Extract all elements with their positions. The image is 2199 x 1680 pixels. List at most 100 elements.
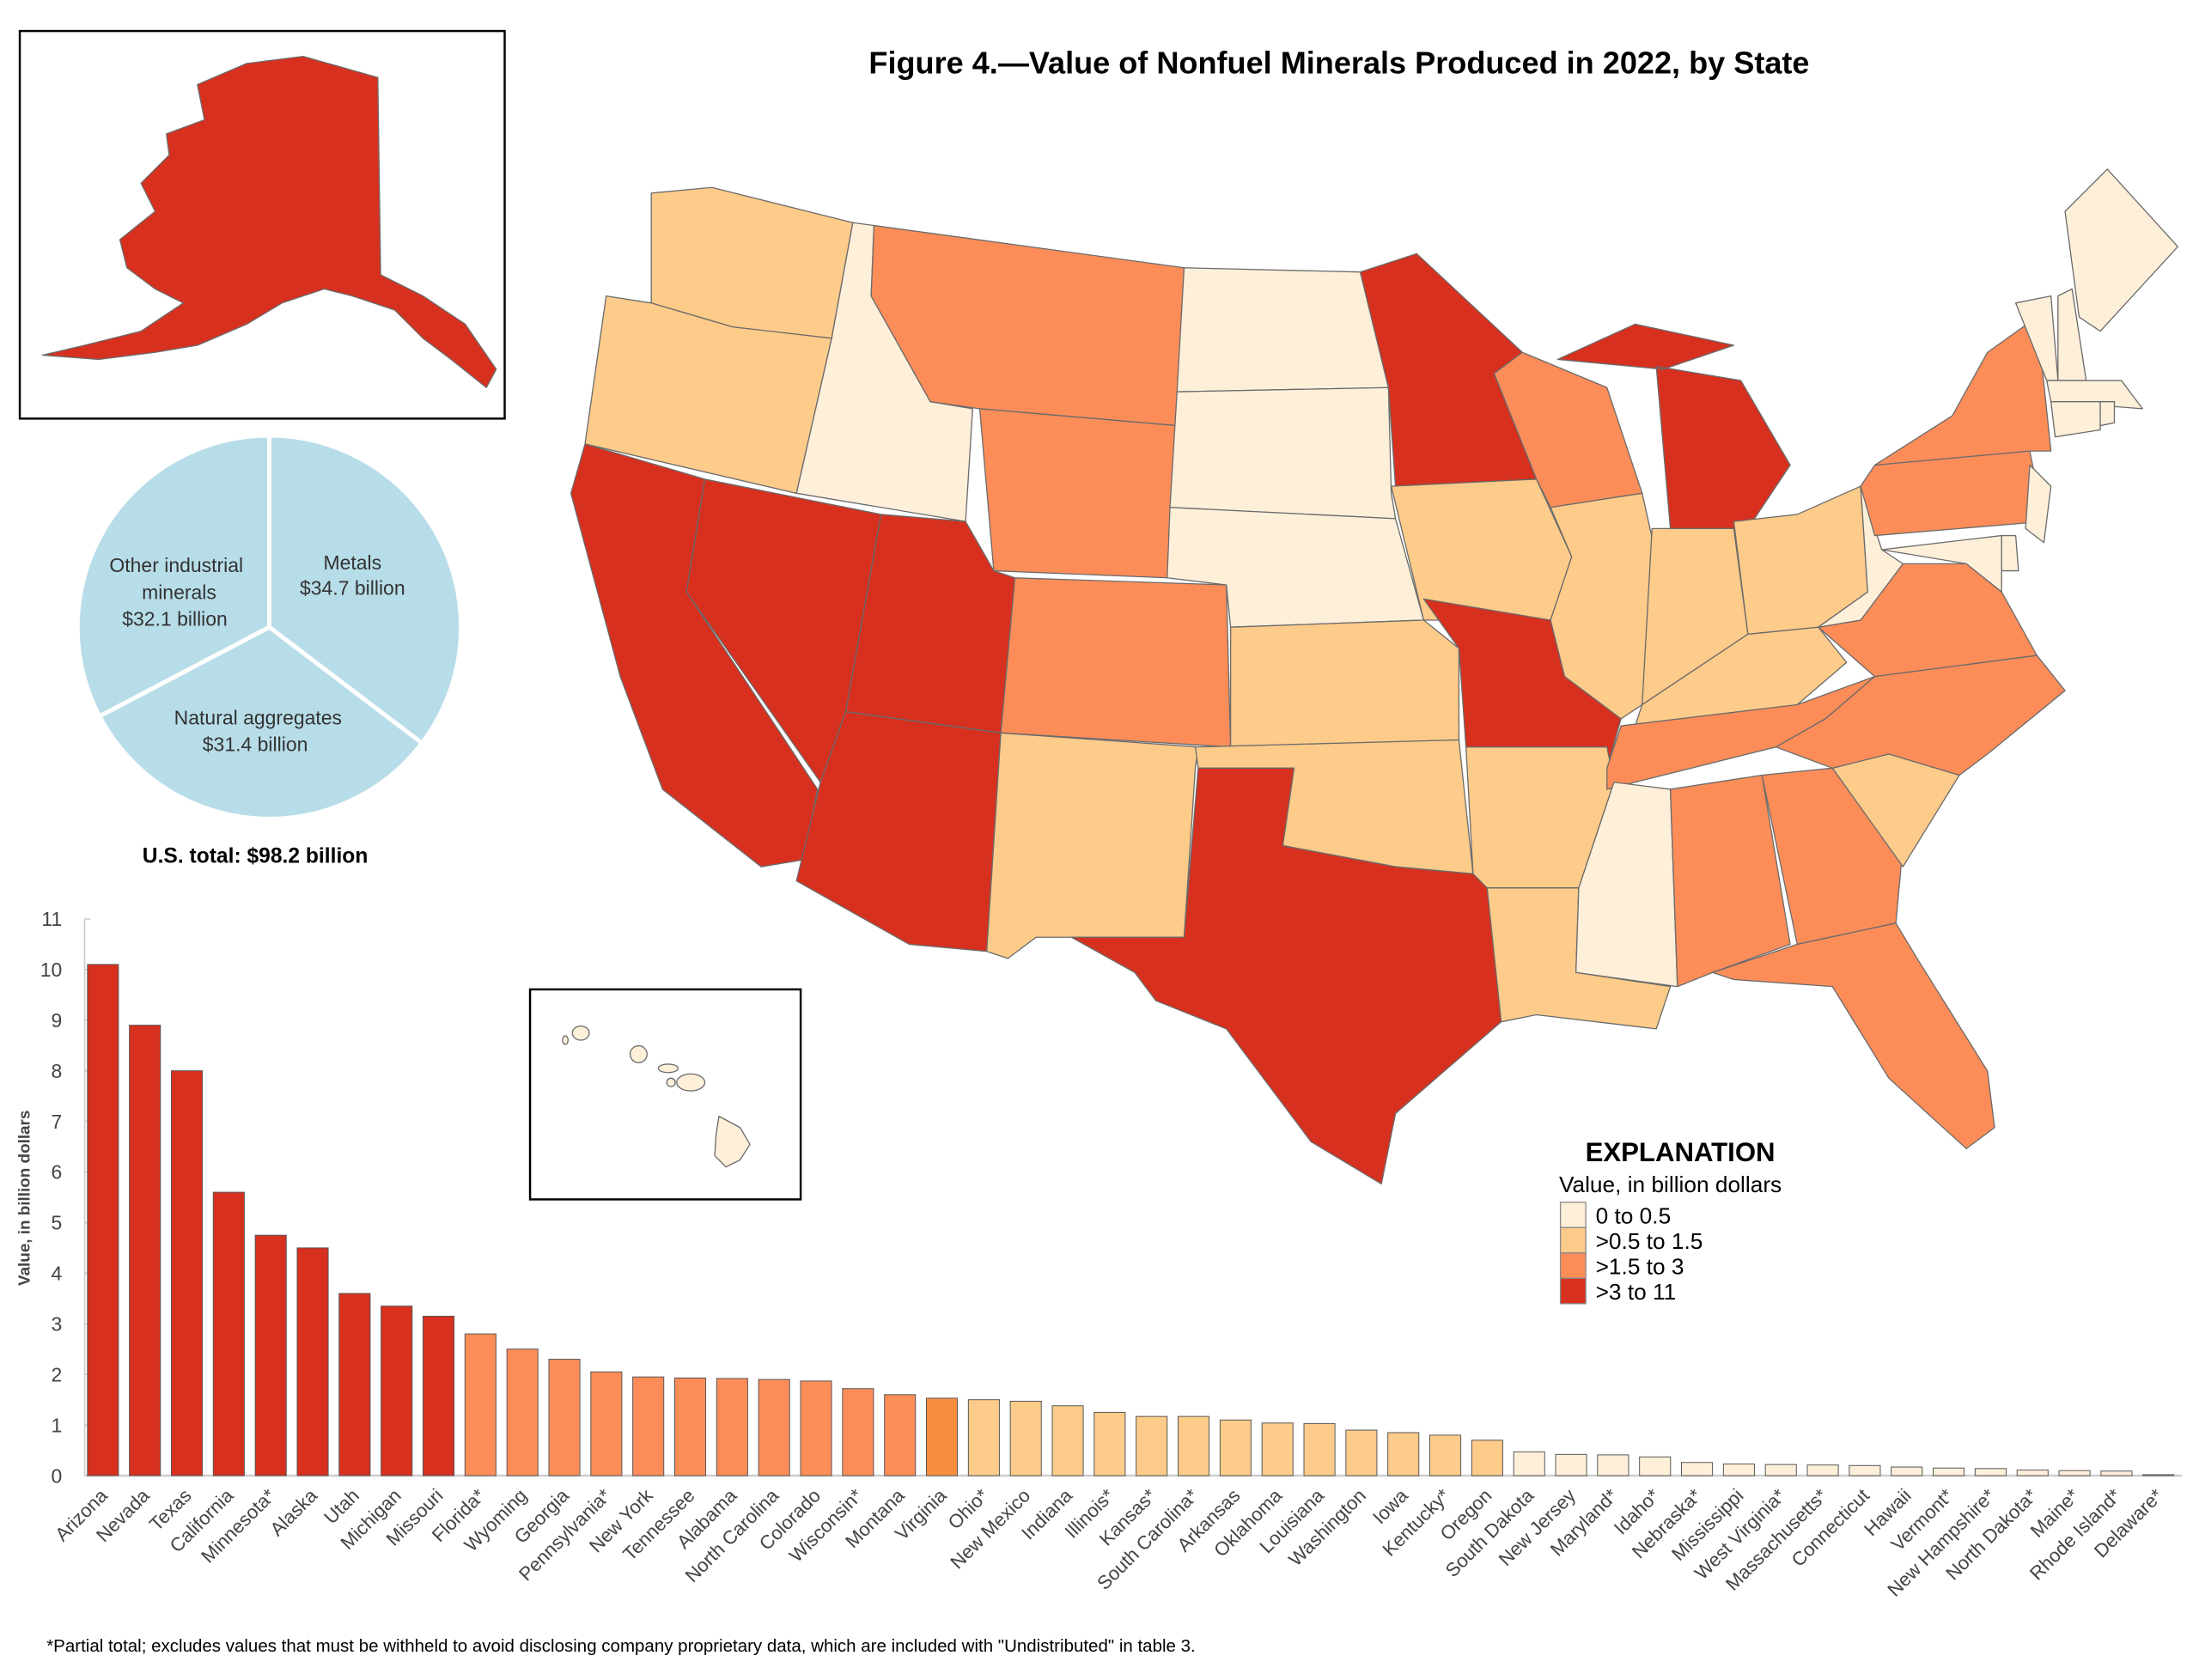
state-delaware (2001, 534, 2019, 572)
legend-title: EXPLANATION (1586, 1137, 1776, 1167)
bar-pennsylvania (590, 1371, 623, 1476)
bar-kansas (1136, 1415, 1168, 1476)
bar-louisiana (1303, 1422, 1336, 1476)
state-iowa (1391, 478, 1573, 621)
legend-swatch-3 (1559, 1277, 1587, 1305)
legend-label-0: 0 to 0.5 (1596, 1202, 1672, 1228)
bar-missouri (422, 1315, 455, 1476)
bar-new-york (632, 1376, 665, 1476)
state-rhode-island (2099, 401, 2116, 427)
pie-label-other-line2: minerals (142, 581, 216, 603)
bar-idaho (1639, 1456, 1672, 1476)
bar-nevada (129, 1025, 161, 1476)
footnote: *Partial total; excludes values that mus… (46, 1636, 1196, 1656)
bar-new-mexico (1009, 1400, 1042, 1476)
state-connecticut (2050, 401, 2101, 438)
bar-north-carolina (758, 1379, 790, 1476)
bar-massachusetts (1806, 1464, 1839, 1476)
legend-label-2: >1.5 to 3 (1596, 1253, 1684, 1279)
bar-texas (170, 1070, 204, 1476)
bar-mississippi (1722, 1464, 1755, 1476)
y-tick-label: 1 (51, 1414, 62, 1436)
bar-colorado (800, 1380, 832, 1476)
bar-maryland (1597, 1454, 1629, 1476)
bar-wyoming (506, 1348, 539, 1476)
bar-south-dakota (1513, 1451, 1545, 1476)
state-new-york (1873, 316, 2052, 466)
legend-swatch-0 (1559, 1202, 1587, 1228)
bar-new-jersey (1555, 1453, 1587, 1476)
bar-oklahoma (1261, 1422, 1294, 1476)
bar-kentucky (1429, 1434, 1462, 1476)
state-maryland (1881, 534, 2002, 593)
pie-label-other-line1: Other industrial (109, 554, 243, 576)
figure-title: Figure 4.—Value of Nonfuel Minerals Prod… (868, 45, 1809, 80)
bar-alaska (296, 1247, 329, 1476)
y-tick-label: 5 (51, 1212, 62, 1234)
bar-vermont (1933, 1467, 1965, 1476)
state-colorado (1000, 577, 1232, 748)
bar-illinois (1093, 1411, 1126, 1476)
bar-new-hampshire (1974, 1468, 2007, 1476)
bar-indiana (1051, 1405, 1084, 1476)
pie-label-metals: Metals (323, 551, 381, 574)
us-map (570, 168, 2178, 1185)
legend-label-3: >3 to 11 (1596, 1279, 1677, 1305)
state-south-dakota (1169, 387, 1397, 520)
y-tick-label: 9 (51, 1009, 62, 1032)
y-tick-label: 2 (51, 1363, 62, 1385)
bar-georgia (548, 1359, 581, 1476)
y-axis-label: Value, in billion dollars (15, 1111, 34, 1286)
pie-value-aggregates: $31.4 billion (203, 733, 308, 756)
hawaii-inset (528, 988, 802, 1201)
bar-ohio (967, 1399, 1000, 1476)
state-wyoming (978, 408, 1178, 579)
bar-florida (464, 1333, 496, 1476)
legend-swatch-1 (1559, 1227, 1587, 1254)
bar-california (212, 1191, 245, 1476)
y-tick-label: 6 (51, 1161, 62, 1184)
y-tick-label: 11 (41, 908, 62, 930)
state-north-dakota (1176, 267, 1390, 393)
legend-swatch-2 (1559, 1252, 1587, 1279)
state-maine (2064, 168, 2178, 332)
pie-caption: U.S. total: $98.2 billion (143, 844, 369, 867)
state-michigan (1556, 323, 1791, 530)
bar-oregon (1471, 1440, 1503, 1476)
bar-utah (338, 1293, 371, 1476)
legend-label-1: >0.5 to 1.5 (1596, 1228, 1703, 1254)
pie-slice-other-industrial-minerals (75, 433, 271, 720)
state-north-carolina (1775, 654, 2066, 776)
bar-maine (2058, 1470, 2091, 1476)
y-tick-label: 10 (40, 959, 63, 981)
y-tick-label: 7 (51, 1111, 62, 1133)
state-hawaii (562, 1025, 751, 1168)
bar-delaware (2142, 1474, 2175, 1476)
bar-wisconsin (842, 1388, 874, 1476)
state-new-jersey (2025, 464, 2052, 544)
bar-montana (884, 1394, 917, 1476)
bar-nebraska (1681, 1462, 1714, 1476)
y-tick-label: 4 (51, 1263, 62, 1285)
bar-iowa (1387, 1432, 1420, 1476)
y-tick-label: 0 (51, 1464, 62, 1487)
state-florida (1712, 922, 1995, 1150)
bar-minnesota (254, 1234, 287, 1476)
pie-label-other: Other industrial minerals (109, 554, 248, 603)
bar-arizona (87, 964, 119, 1476)
bar-washington (1345, 1429, 1378, 1476)
state-texas (1070, 767, 1502, 1185)
pie-label-aggregates: Natural aggregates (174, 706, 342, 728)
pie-chart (75, 433, 464, 821)
pie-value-metals: $34.7 billion (300, 576, 405, 599)
state-alabama (1669, 774, 1791, 988)
state-kansas (1229, 619, 1460, 748)
state-new-mexico (986, 732, 1199, 959)
legend-subtitle: Value, in billion dollars (1559, 1172, 1782, 1197)
bar-alabama (716, 1378, 748, 1476)
bar-south-carolina (1178, 1415, 1210, 1476)
alaska-inset (18, 29, 506, 420)
y-tick-label: 3 (51, 1312, 62, 1335)
bar-hawaii (1891, 1466, 1923, 1476)
